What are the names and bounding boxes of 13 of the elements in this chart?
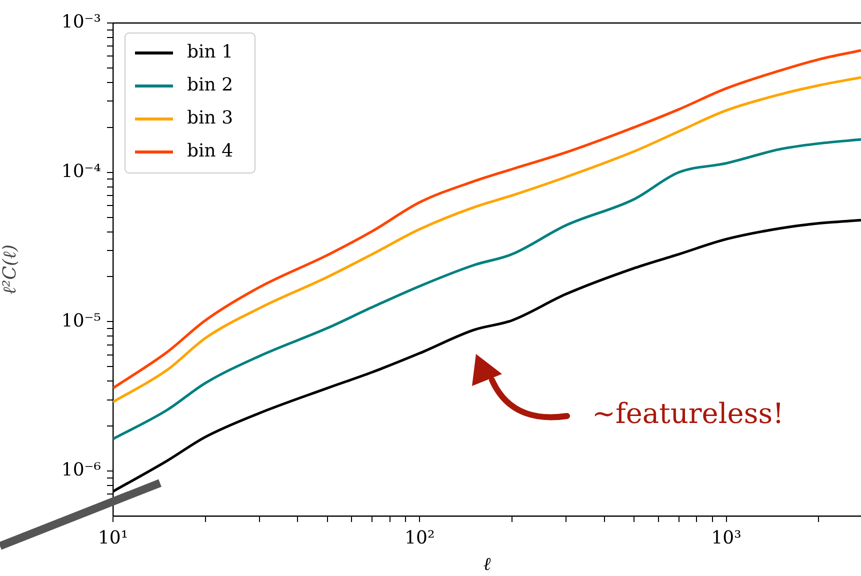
y-tick-label: 10⁻⁴ [61,161,101,182]
annotation: ~featureless! [592,397,784,430]
x-tick-label: 10² [404,527,435,548]
y-tick-label: 10⁻⁵ [61,310,101,332]
y-tick-label: 10⁻⁶ [61,460,101,481]
legend-label: bin 3 [187,108,234,129]
legend-label: bin 1 [187,42,234,63]
y-tick-label: 10⁻³ [61,12,101,33]
legend-label: bin 2 [187,74,234,96]
legend-label: bin 4 [187,140,234,162]
x-axis-title: ℓ [483,554,492,575]
x-tick-label: 10³ [711,527,742,548]
y-axis-title: ℓ²C(ℓ) [0,244,20,295]
